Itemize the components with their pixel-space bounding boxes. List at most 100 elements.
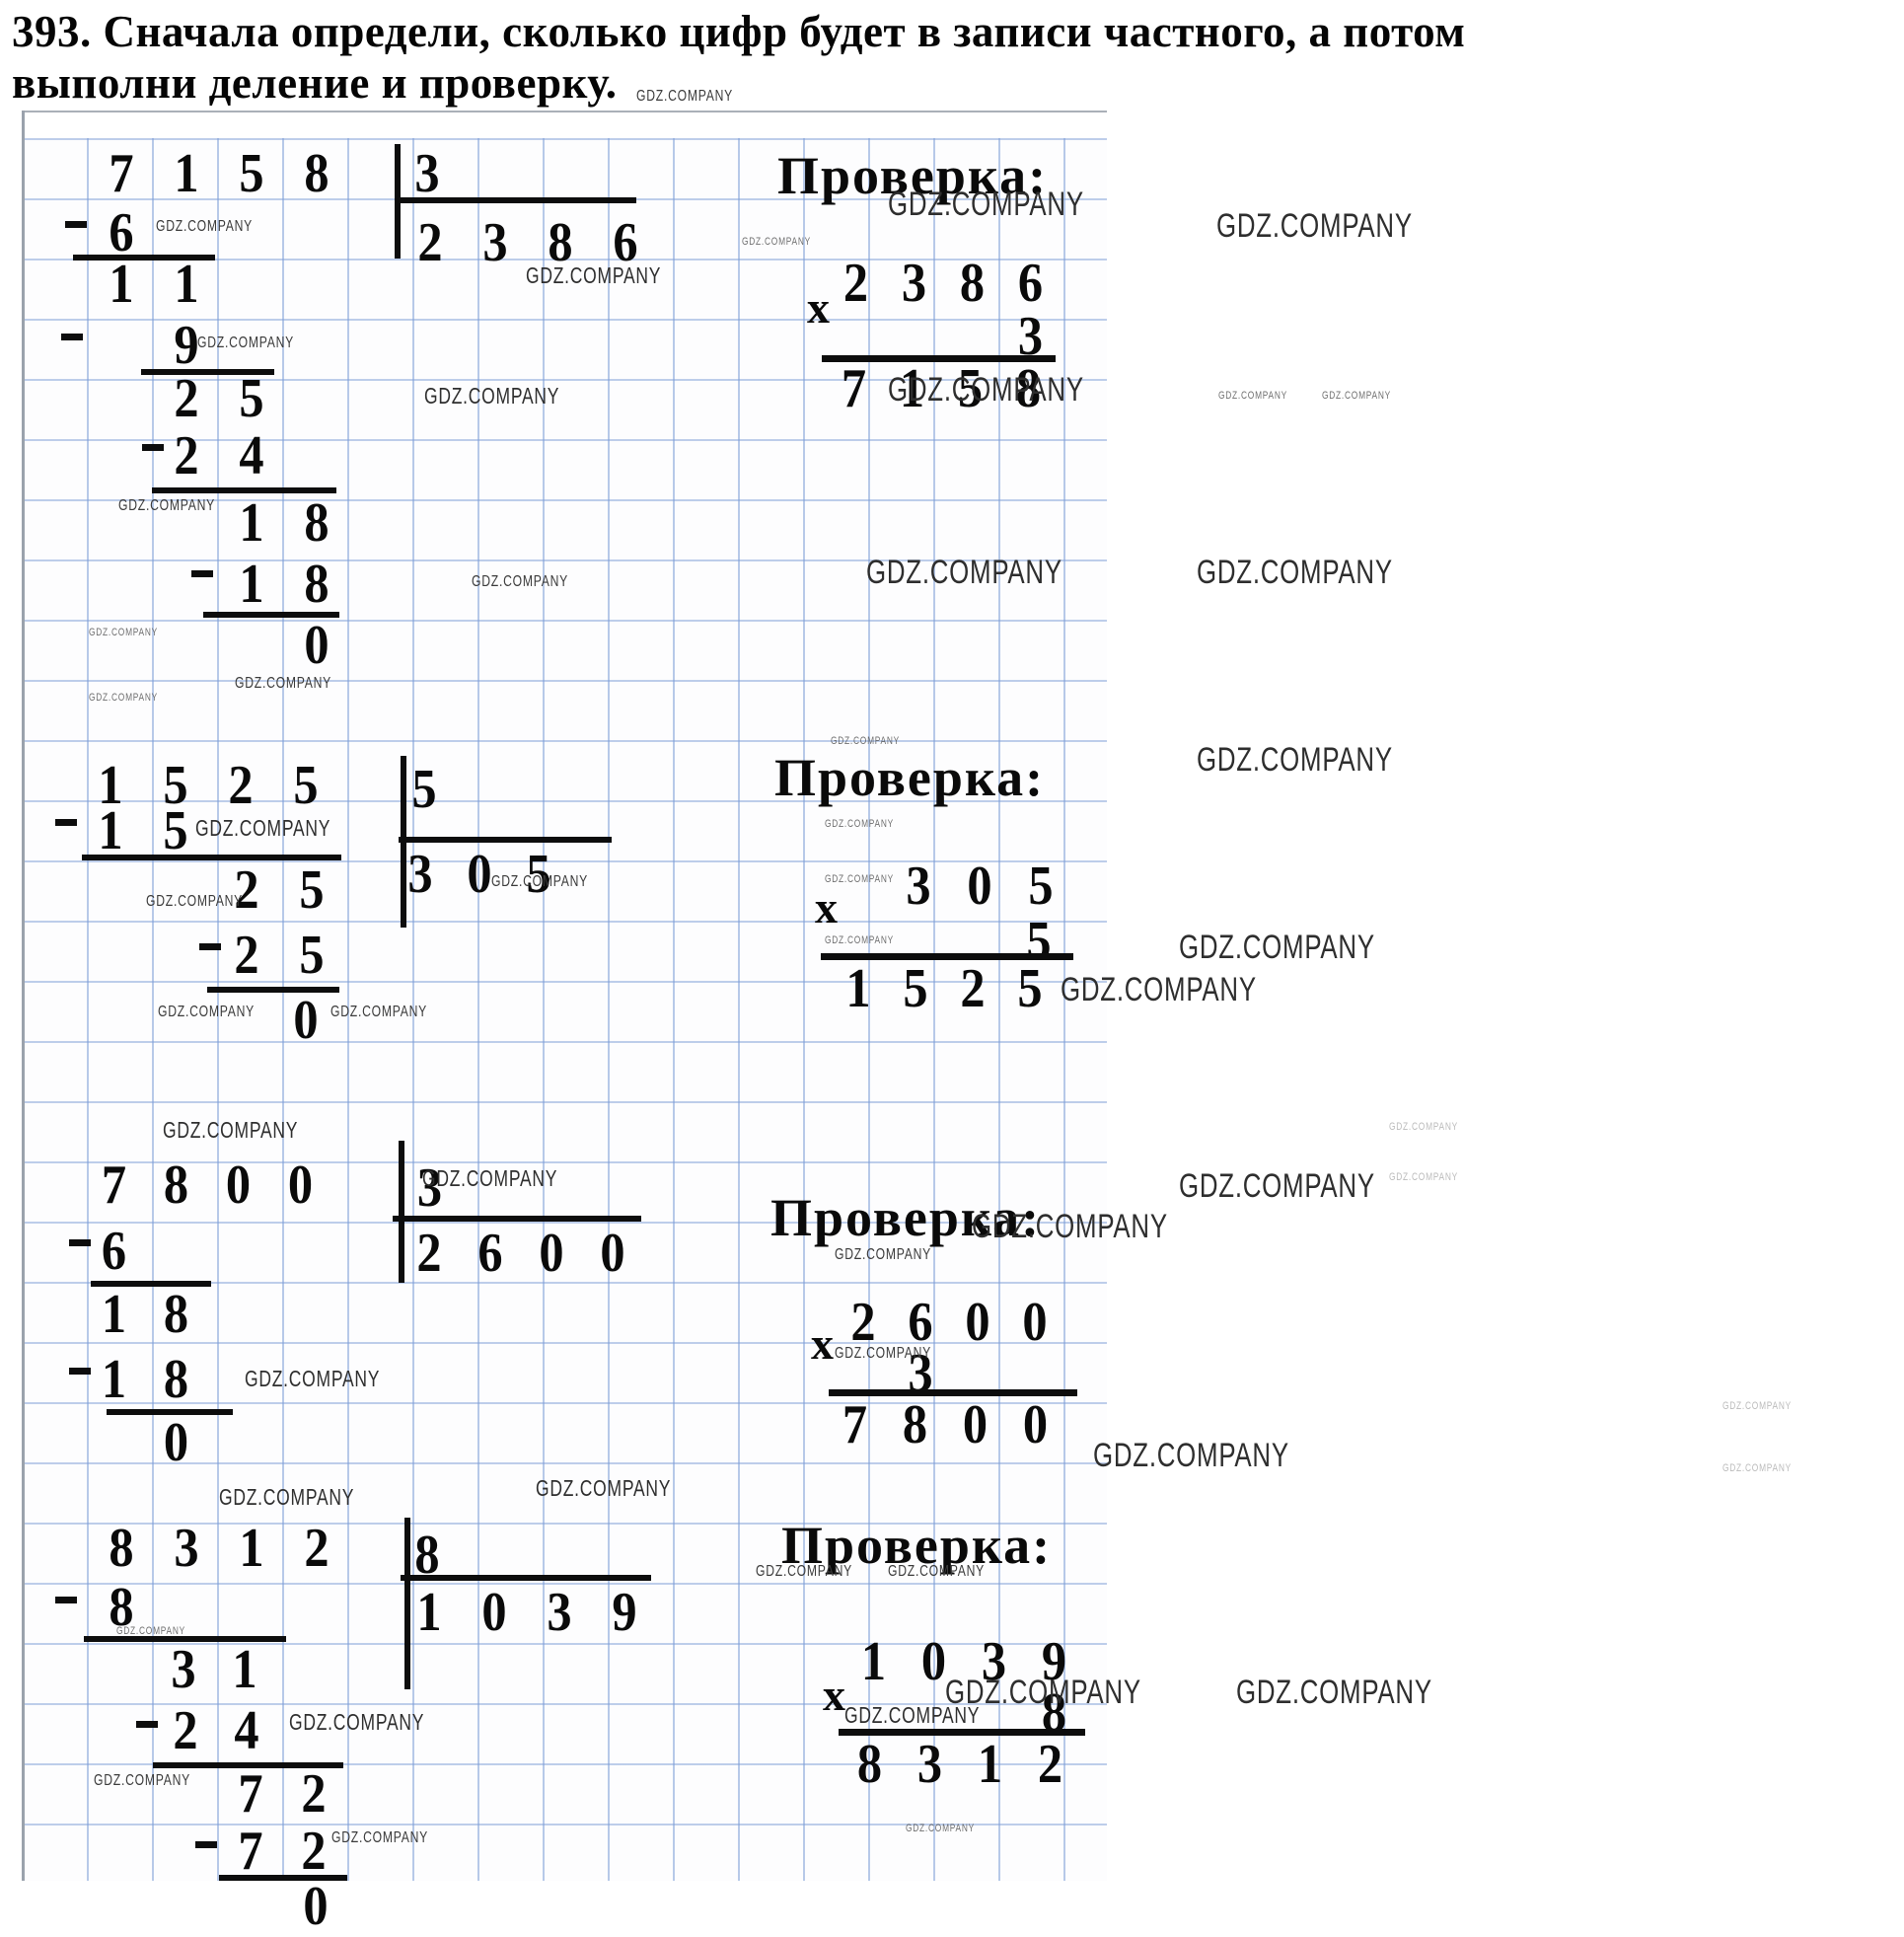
title-line-2: выполни деление и проверку. [12,58,618,108]
watermark: GDZ.COMPANY [945,1674,1141,1711]
subtraction-line [82,855,341,860]
division-divisor: 8 [395,1527,460,1583]
watermark: GDZ.COMPANY [422,1165,558,1191]
digit: 8 [902,1394,928,1455]
digit: 1 [239,492,264,554]
watermark: GDZ.COMPANY [1179,1167,1375,1205]
digit: 5 [299,859,325,921]
digit: 1 [174,143,199,204]
digit: 9 [612,1582,637,1643]
digit: 5 [163,800,188,861]
digit: 3 [981,1631,1007,1692]
watermark: GDZ.COMPANY [424,383,560,409]
subtraction-line [91,1281,211,1287]
watermark: GDZ.COMPANY [1061,971,1257,1008]
watermark: GDZ.COMPANY [831,735,900,747]
digit: 1 [239,1518,264,1579]
watermark: GDZ.COMPANY [1093,1437,1289,1474]
watermark: GDZ.COMPANY [116,1625,185,1637]
digit: 3 [906,856,931,917]
watermark: GDZ.COMPANY [156,218,253,235]
digit: 5 [411,759,437,820]
digit: 0 [163,1412,189,1473]
watermark: GDZ.COMPANY [1722,1462,1792,1474]
watermark: GDZ.COMPANY [972,1208,1168,1245]
check-label: Проверка: [777,146,1049,205]
digit: 3 [916,1734,943,1795]
remainder: 0 [145,1412,207,1473]
subtraction-step: 8 [89,1580,154,1635]
subtraction-step: 6 [89,202,154,263]
digit: 0 [225,1155,252,1216]
watermark: GDZ.COMPANY [825,934,894,946]
digit: 4 [234,1700,259,1761]
watermark: GDZ.COMPANY [888,371,1084,409]
division-divisor: 3 [395,146,460,201]
minus-sign [142,444,164,451]
minus-sign [136,1721,158,1728]
watermark: GDZ.COMPANY [835,1246,931,1263]
watermark: GDZ.COMPANY [906,1823,975,1834]
digit: 1 [98,755,123,816]
watermark: GDZ.COMPANY [835,1345,931,1362]
digit: 2 [301,1821,327,1882]
digit: 8 [304,143,330,204]
digit: 5 [239,368,264,429]
subtraction-line [152,487,336,493]
watermark: GDZ.COMPANY [1236,1674,1432,1711]
subtraction-step: 9 [154,318,219,373]
division-bar [404,1518,410,1689]
digit: 1 [239,554,264,615]
watermark: GDZ.COMPANY [1389,1171,1458,1183]
watermark: GDZ.COMPANY [825,818,894,830]
watermark: GDZ.COMPANY [158,1004,255,1020]
watermark: GDZ.COMPANY [536,1475,672,1501]
digit: 5 [1028,856,1054,917]
watermark: GDZ.COMPANY [491,873,588,890]
digit: 3 [1017,306,1044,367]
digit: 8 [856,1734,883,1795]
watermark: GDZ.COMPANY [1179,929,1375,966]
digit: 0 [920,1631,947,1692]
digit: 2 [301,1763,327,1825]
minus-sign [55,1597,77,1603]
digit: 2 [174,425,199,486]
digit: 8 [163,1349,189,1410]
division-divisor-line [393,1216,641,1222]
remainder: 0 [284,618,349,673]
digit: 6 [109,202,134,263]
multiply-sign: x [815,882,838,932]
digit: 5 [163,755,188,816]
digit: 1 [845,958,871,1019]
watermark: GDZ.COMPANY [1722,1400,1792,1412]
digit: 0 [967,856,992,917]
digit: 1 [977,1734,1003,1795]
digit: 0 [467,844,492,905]
watermark: GDZ.COMPANY [197,335,294,351]
division-divisor: 5 [392,759,457,820]
watermark: GDZ.COMPANY [636,88,733,105]
check-line [821,953,1073,960]
digit: 1 [232,1639,257,1700]
subtraction-line [73,255,215,261]
watermark: GDZ.COMPANY [331,1829,428,1846]
digit: 5 [903,958,928,1019]
minus-sign [195,1841,217,1848]
digit: 5 [299,925,325,986]
watermark: GDZ.COMPANY [118,497,215,514]
digit: 3 [901,253,927,314]
